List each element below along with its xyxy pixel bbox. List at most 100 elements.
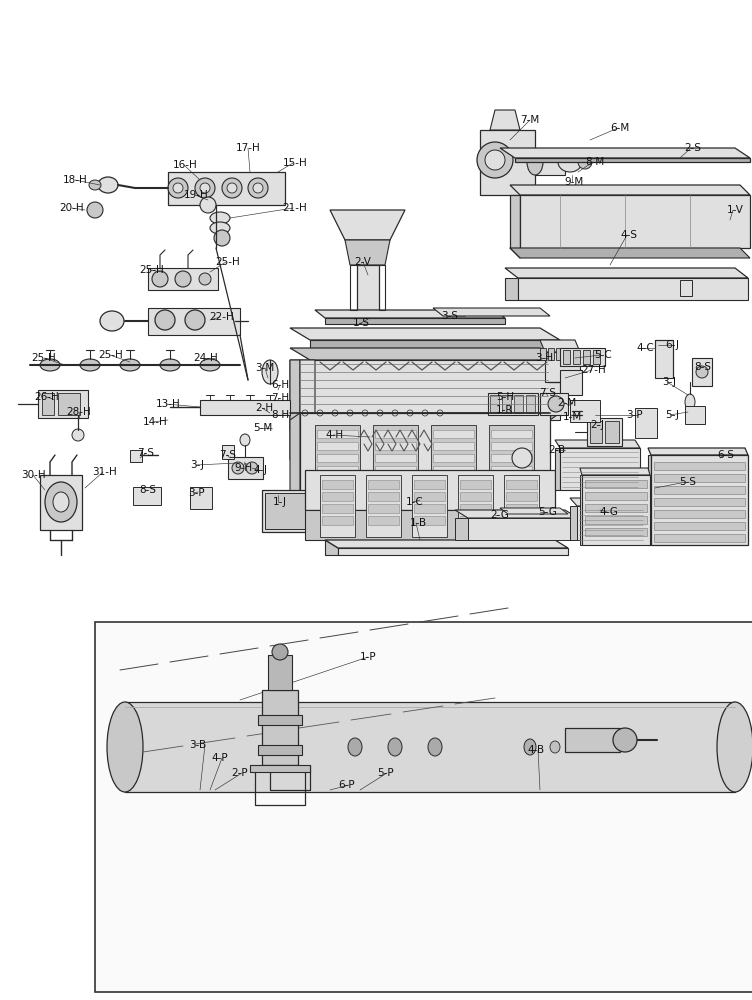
Ellipse shape	[477, 142, 513, 178]
Bar	[414, 492, 445, 501]
Text: 3-S: 3-S	[441, 311, 459, 321]
Polygon shape	[515, 158, 750, 162]
Polygon shape	[325, 540, 338, 555]
Polygon shape	[300, 413, 560, 420]
Ellipse shape	[160, 359, 180, 371]
Polygon shape	[500, 508, 568, 514]
Ellipse shape	[240, 434, 250, 446]
Ellipse shape	[388, 738, 402, 756]
Text: 2-P: 2-P	[232, 768, 248, 778]
Polygon shape	[490, 110, 520, 130]
Polygon shape	[310, 360, 560, 420]
Bar	[506, 480, 537, 489]
Polygon shape	[555, 440, 640, 448]
Text: 6-S: 6-S	[717, 450, 735, 460]
Text: 4-H: 4-H	[326, 430, 344, 440]
Text: 5-G: 5-G	[538, 507, 557, 517]
Bar	[491, 466, 532, 474]
Bar	[502, 395, 511, 413]
Bar	[317, 442, 358, 450]
Ellipse shape	[195, 178, 215, 198]
Ellipse shape	[40, 359, 60, 371]
Bar	[605, 421, 619, 443]
Text: 1-V: 1-V	[726, 205, 744, 215]
Ellipse shape	[168, 178, 188, 198]
Bar	[585, 480, 647, 488]
Text: 18-H: 18-H	[62, 175, 87, 185]
Bar	[570, 400, 600, 422]
Ellipse shape	[53, 492, 69, 512]
Bar	[585, 504, 647, 512]
Polygon shape	[258, 715, 302, 725]
Bar	[414, 480, 445, 489]
Text: 7-M: 7-M	[520, 115, 540, 125]
Polygon shape	[262, 690, 298, 765]
Bar	[433, 430, 474, 438]
Text: 1-P: 1-P	[359, 652, 376, 662]
Ellipse shape	[98, 177, 118, 193]
Bar	[190, 487, 212, 509]
Ellipse shape	[262, 360, 278, 384]
Text: 13-H: 13-H	[156, 399, 180, 409]
Text: 27-H: 27-H	[581, 365, 606, 375]
Bar	[585, 516, 647, 524]
Ellipse shape	[272, 644, 288, 660]
Polygon shape	[468, 518, 578, 540]
Polygon shape	[582, 475, 650, 545]
Text: 6-H: 6-H	[271, 380, 289, 390]
Text: 3-H: 3-H	[535, 353, 553, 363]
Bar	[491, 430, 532, 438]
Text: 15-H: 15-H	[283, 158, 308, 168]
Text: 3-P: 3-P	[626, 410, 642, 420]
Bar	[488, 393, 538, 415]
Ellipse shape	[550, 741, 560, 753]
Text: 31-H: 31-H	[92, 467, 117, 477]
Bar	[317, 478, 358, 486]
Text: 4-G: 4-G	[599, 507, 618, 517]
Polygon shape	[200, 400, 290, 415]
Text: 5-S: 5-S	[680, 477, 696, 487]
Polygon shape	[148, 268, 218, 290]
Polygon shape	[480, 130, 535, 195]
Ellipse shape	[717, 702, 752, 792]
Polygon shape	[315, 310, 505, 318]
Polygon shape	[258, 745, 302, 755]
Ellipse shape	[428, 738, 442, 756]
Text: 25-H: 25-H	[99, 350, 123, 360]
Bar	[548, 348, 554, 360]
Polygon shape	[148, 308, 240, 335]
Text: 7-H: 7-H	[271, 393, 289, 403]
Polygon shape	[325, 318, 505, 324]
Ellipse shape	[696, 366, 708, 378]
Bar	[375, 466, 416, 474]
Ellipse shape	[185, 310, 205, 330]
Bar	[560, 370, 582, 395]
Polygon shape	[648, 455, 651, 545]
Text: 4-S: 4-S	[620, 230, 638, 240]
Text: 1-R: 1-R	[496, 405, 514, 415]
Text: 19-H: 19-H	[183, 190, 208, 200]
Text: 17-H: 17-H	[235, 143, 260, 153]
Bar	[322, 492, 353, 501]
Text: 21-H: 21-H	[283, 203, 308, 213]
Ellipse shape	[152, 271, 168, 287]
Polygon shape	[580, 468, 650, 475]
Bar	[564, 348, 570, 360]
Text: 5-J: 5-J	[665, 410, 679, 420]
Bar	[460, 492, 491, 501]
Bar	[460, 504, 491, 513]
Text: 4-P: 4-P	[211, 753, 229, 763]
Bar	[368, 516, 399, 525]
Bar	[587, 418, 622, 446]
Text: 8-S: 8-S	[695, 362, 711, 372]
Polygon shape	[510, 185, 750, 195]
Text: 3-B: 3-B	[190, 740, 207, 750]
Bar	[460, 516, 491, 525]
Polygon shape	[290, 348, 560, 360]
Bar	[506, 504, 537, 513]
Polygon shape	[577, 506, 645, 540]
Bar	[375, 442, 416, 450]
Bar	[317, 454, 358, 462]
Text: 6-J: 6-J	[665, 340, 679, 350]
Bar	[315, 425, 360, 495]
